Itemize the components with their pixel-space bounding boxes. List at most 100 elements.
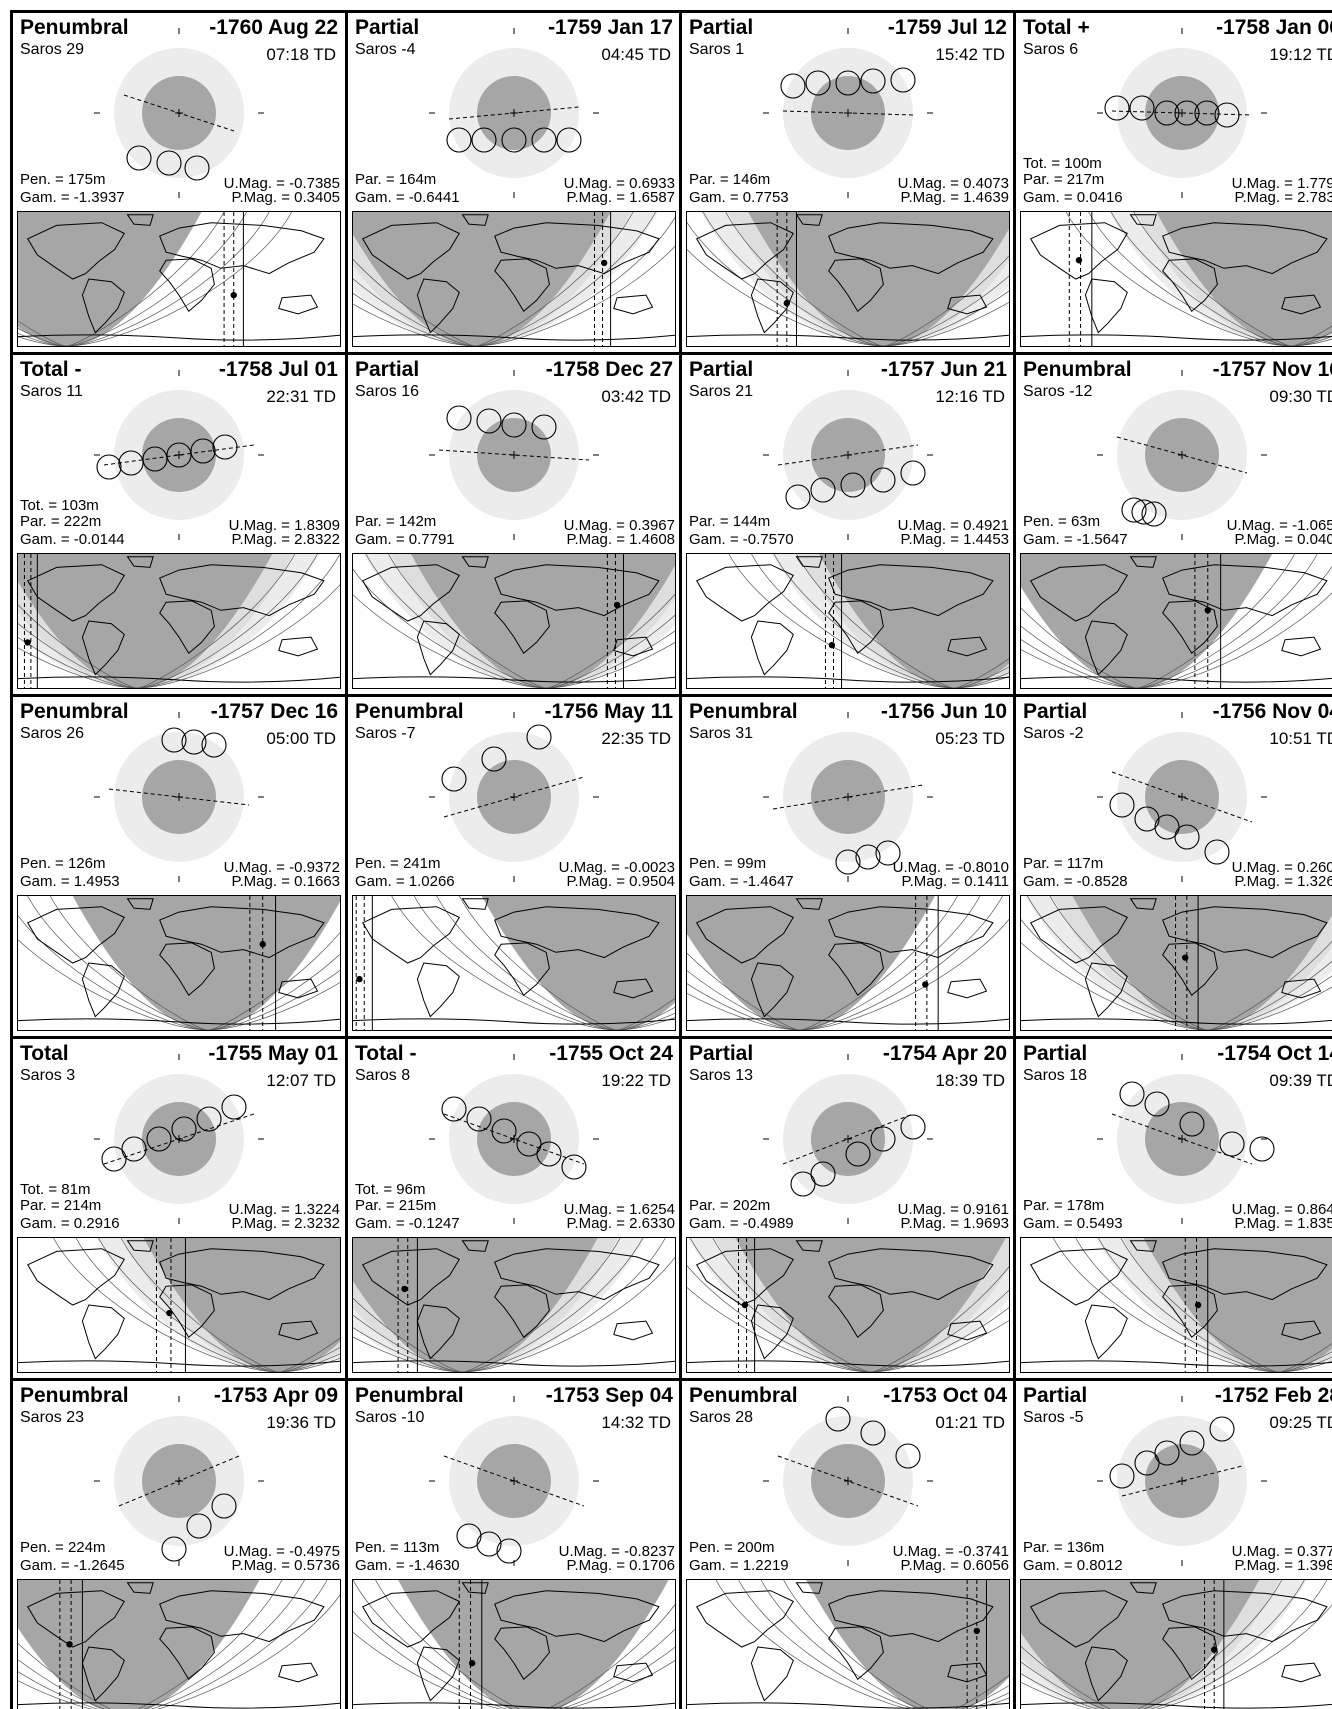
moon-position-circle [1109, 1463, 1135, 1489]
continent-outline [494, 942, 550, 996]
continent-outline [1129, 214, 1157, 226]
visibility-contour [66, 212, 293, 346]
moon-position-circle [142, 446, 168, 472]
eclipse-date: -1754 Apr 20 [882, 1042, 1007, 1065]
visibility-contour [1207, 960, 1332, 1030]
shadow-diagram [429, 1396, 599, 1566]
visibility-contour [137, 554, 296, 688]
visibility-contour [18, 1671, 99, 1709]
eclipse-panel: Partial -1757 Jun 21 Saros 21 12:16 TD Par. … [679, 352, 1017, 697]
penumbral-magnitude: P.Mag. = 0.9504 [566, 873, 675, 890]
eclipse-type: Penumbral [20, 1384, 129, 1407]
sublunar-point [1182, 954, 1189, 961]
continent-outline [159, 1626, 215, 1680]
moon-path-line [443, 1455, 585, 1507]
visibility-contour [475, 212, 634, 346]
visibility-contour [883, 290, 1009, 346]
sublunar-point [401, 1285, 408, 1293]
visibility-contour [353, 278, 476, 346]
eclipse-visibility-zone [481, 896, 675, 1030]
umbral-magnitude: U.Mag. = 0.3774 [1231, 1543, 1332, 1560]
continent-outline [828, 222, 994, 275]
moon-position-circle [441, 766, 467, 792]
continent-outline [1162, 222, 1328, 275]
continent-outline [1084, 620, 1128, 676]
antarctica-outline [18, 1702, 340, 1709]
visibility-contour [883, 275, 1009, 346]
antarctica-outline [687, 676, 1009, 683]
visibility-contour [278, 1337, 340, 1372]
umbral-magnitude: U.Mag. = 0.8642 [1231, 1201, 1332, 1218]
sublunar-point [922, 981, 929, 988]
moon-position-circle [1249, 1136, 1275, 1162]
visibility-contour [1291, 331, 1332, 346]
moon-path-line [123, 94, 235, 132]
moon-position-circle [516, 1131, 542, 1157]
visibility-contour [883, 255, 1009, 346]
moon-position-circle [101, 1146, 127, 1172]
antarctica-outline [18, 1018, 340, 1025]
totality-duration: Tot. = 103m [20, 497, 99, 514]
eclipse-time: 05:00 TD [266, 729, 336, 748]
partial-duration: Par. = 222m [20, 513, 102, 530]
continent-outline [1084, 1646, 1128, 1702]
visibility-contour [462, 1238, 666, 1372]
penumbral-magnitude: P.Mag. = 1.6587 [566, 189, 675, 206]
visibility-contour [546, 630, 675, 688]
eclipse-visibility-zone [353, 212, 611, 346]
saros-number: Saros 8 [355, 1067, 411, 1084]
moon-position-circle [161, 727, 187, 753]
sublunar-point [1194, 1301, 1202, 1309]
visibility-contour [1278, 1360, 1332, 1372]
continent-outline [461, 214, 489, 226]
penumbral-magnitude: P.Mag. = 1.4639 [900, 189, 1009, 206]
visibility-contour [353, 1314, 463, 1372]
moon-position-circle [1174, 824, 1200, 850]
visibility-contour [617, 997, 675, 1030]
moon-position-circle [146, 1126, 172, 1152]
continent-outline [695, 1590, 795, 1648]
sublunar-point [1075, 257, 1083, 264]
visibility-contour [1136, 592, 1332, 688]
moon-path-line [1111, 771, 1253, 823]
eclipse-visibility-zone [1021, 554, 1273, 688]
eclipse-date: -1758 Jul 01 [218, 358, 338, 381]
visibility-contour [475, 212, 656, 346]
continent-outline [750, 1304, 794, 1360]
visibility-contour [207, 969, 340, 1030]
visibility-contour [687, 970, 800, 1030]
visibility-contour [155, 1594, 340, 1709]
visibility-map [1020, 553, 1332, 689]
partial-duration: Par. = 146m [689, 171, 771, 188]
visibility-contour [799, 918, 1009, 1030]
moon-path-line [1111, 110, 1253, 116]
visibility-contour [715, 1580, 910, 1709]
gamma-value: Gam. = 0.5493 [1023, 1215, 1123, 1232]
moon-position-circle [156, 150, 182, 176]
moon-position-circle [1194, 100, 1220, 126]
umbral-magnitude: U.Mag. = 0.6933 [563, 175, 675, 192]
moon-position-circle [790, 1171, 816, 1197]
visibility-contour [1021, 625, 1137, 688]
visibility-map [352, 1579, 676, 1709]
continent-outline [126, 898, 154, 910]
visibility-contour [436, 896, 618, 1030]
umbral-magnitude: U.Mag. = 1.3224 [228, 1201, 340, 1218]
partial-duration: Par. = 144m [689, 513, 771, 530]
antarctica-outline [1021, 1018, 1332, 1025]
moon-position-circle [810, 1161, 836, 1187]
visibility-map [17, 553, 341, 689]
umbral-magnitude: U.Mag. = -0.8237 [558, 1543, 675, 1560]
sublunar-point [741, 1301, 749, 1309]
visibility-contour [1120, 1238, 1279, 1372]
visibility-map [1020, 211, 1332, 347]
visibility-contour [870, 1320, 1009, 1372]
eclipse-type: Partial [355, 16, 420, 39]
continent-outline [828, 1284, 884, 1338]
visibility-contour [1143, 1580, 1305, 1709]
visibility-contour [796, 554, 955, 688]
visibility-contour [1027, 896, 1208, 1030]
antarctica-outline [1021, 1702, 1332, 1709]
visibility-contour [18, 939, 208, 1030]
eclipse-date: -1753 Apr 09 [213, 1384, 338, 1407]
